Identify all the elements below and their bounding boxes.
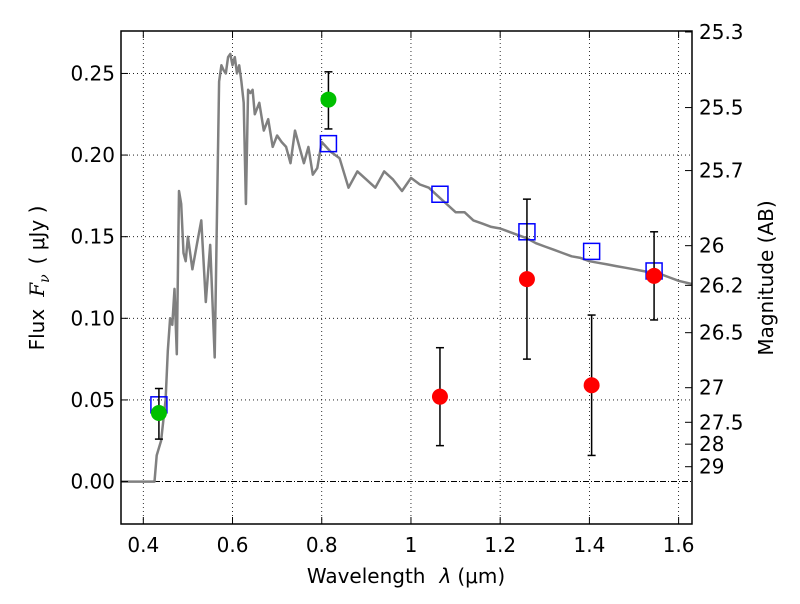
nondetection-point xyxy=(431,388,448,405)
y-right-tick-label: 26.2 xyxy=(699,273,744,297)
detection-point xyxy=(150,404,167,421)
x-tick-label: 1.2 xyxy=(484,533,516,557)
x-tick-label: 1.6 xyxy=(663,533,695,557)
detection-point xyxy=(320,91,337,108)
nondetection-point xyxy=(518,271,535,288)
y-tick-label: 0.25 xyxy=(70,61,115,85)
model-photometry-square xyxy=(319,134,338,153)
model-photometry-square xyxy=(582,242,601,261)
x-tick-label: 0.8 xyxy=(306,533,338,557)
y-tick-label: 0.10 xyxy=(70,306,115,330)
ticks: 0.4 0.6 0.8 1 1.2 1.4 1.6 0.00 0.05 0.10 0.15 0.20 0… xyxy=(70,20,743,557)
x-tick-label: 0.6 xyxy=(217,533,249,557)
y-right-tick-label: 25.5 xyxy=(699,96,744,120)
y-axis-right-label: Magnitude (AB) xyxy=(754,200,778,355)
y-right-tick-label: 25.7 xyxy=(699,159,744,183)
y-right-tick-label: 26 xyxy=(699,234,724,258)
y-right-tick-label: 29 xyxy=(699,455,724,479)
plot-frame xyxy=(120,30,693,525)
y-axis-left-label: FluxFν( μJy ) xyxy=(25,206,53,351)
series xyxy=(121,52,692,483)
x-tick-label: 1.4 xyxy=(573,533,605,557)
y-right-tick-label: 28 xyxy=(699,432,724,456)
y-tick-label: 0.20 xyxy=(70,143,115,167)
y-tick-label: 0.00 xyxy=(70,470,115,494)
nondetection-point xyxy=(646,267,663,284)
y-tick-label: 0.15 xyxy=(70,225,115,249)
nondetection-point xyxy=(583,377,600,394)
y-right-tick-label: 25.3 xyxy=(699,20,744,44)
y-right-tick-label: 27 xyxy=(699,376,724,400)
model-photometry-square xyxy=(431,185,449,203)
model-sed-line xyxy=(121,52,692,483)
y-right-tick-label: 26.5 xyxy=(699,321,744,345)
x-axis-label: Wavelength λ (μm) xyxy=(307,564,505,588)
x-tick-label: 1 xyxy=(405,533,418,557)
x-tick-label: 0.4 xyxy=(127,533,159,557)
y-right-tick-label: 27.5 xyxy=(699,410,744,434)
y-tick-label: 0.05 xyxy=(70,388,115,412)
